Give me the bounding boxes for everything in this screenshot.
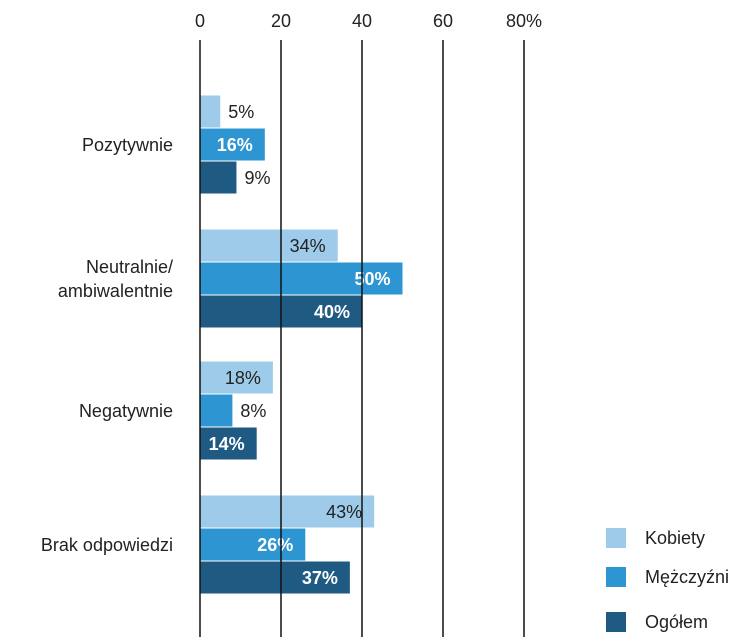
legend-swatch — [606, 567, 626, 587]
legend-label: Kobiety — [645, 528, 705, 548]
bar — [200, 262, 403, 295]
legend-label: Mężczyźni — [645, 567, 729, 587]
data-label: 5% — [228, 102, 254, 122]
data-label: 14% — [209, 434, 245, 454]
bar — [200, 528, 306, 561]
bar — [200, 128, 265, 161]
x-tick-label: 40 — [352, 11, 372, 31]
data-label: 26% — [257, 535, 293, 555]
legend-label: Ogółem — [645, 612, 708, 632]
bar — [200, 361, 273, 394]
bar — [200, 229, 338, 262]
data-label: 16% — [217, 135, 253, 155]
x-tick-label: 60 — [433, 11, 453, 31]
category-label: Pozytywnie — [81, 135, 173, 155]
x-tick-label: 80% — [506, 11, 542, 31]
data-label: 18% — [225, 368, 261, 388]
bar — [200, 394, 233, 427]
bar — [200, 495, 375, 528]
data-label: 37% — [302, 568, 338, 588]
bar — [200, 427, 257, 460]
bar — [200, 161, 237, 194]
x-tick-label: 0 — [195, 11, 205, 31]
data-label: 34% — [290, 236, 326, 256]
x-tick-label: 20 — [271, 11, 291, 31]
category-label: Negatywnie — [78, 401, 173, 421]
category-label: Brak odpowiedzi — [40, 535, 173, 555]
data-label: 40% — [314, 302, 350, 322]
data-label: 43% — [326, 502, 362, 522]
data-label: 50% — [354, 269, 390, 289]
legend-swatch — [606, 528, 626, 548]
bar — [200, 95, 221, 128]
category-label: Neutralnie/ ambiwalentnie — [57, 257, 173, 301]
data-label: 9% — [244, 168, 270, 188]
legend-swatch — [606, 612, 626, 632]
data-label: 8% — [240, 401, 266, 421]
bar — [200, 561, 350, 594]
